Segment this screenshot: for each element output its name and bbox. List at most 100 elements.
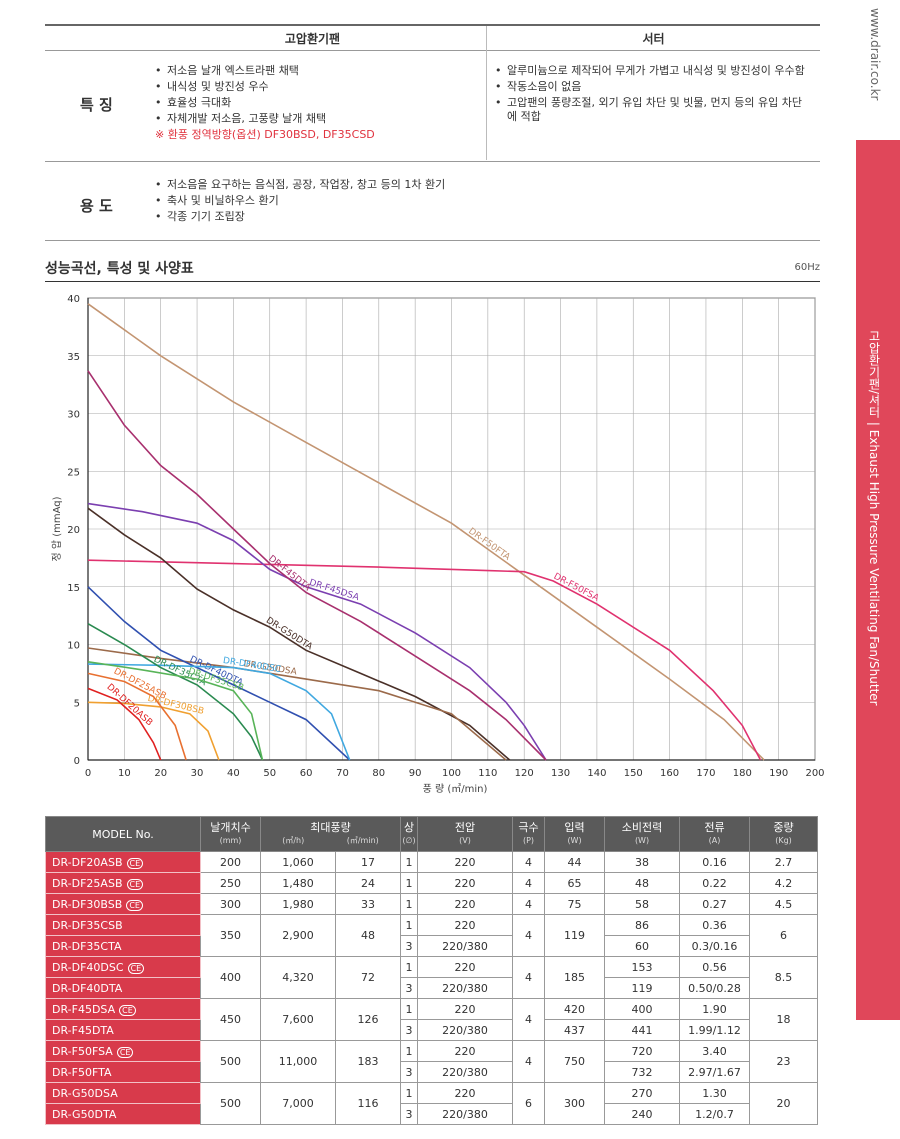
cell: 126 <box>334 998 402 1041</box>
cell: 2.7 <box>749 851 819 873</box>
table-row: DR-DF20ASB CE 200 1,060 17 1 220 4 44 38 0.16 2.7 <box>45 851 819 873</box>
ce-mark: CE <box>116 1046 134 1058</box>
cell: 4 <box>512 956 546 999</box>
cell: 119 <box>604 977 681 999</box>
cell: 1.90 <box>679 998 751 1020</box>
cell: 220/380 <box>417 1061 514 1083</box>
cell: 400 <box>604 998 681 1020</box>
bullet-item: 각종 기기 조립장 <box>155 210 755 224</box>
cell: 0.16 <box>679 851 751 873</box>
model-name: DR-DF30BSB <box>52 897 123 911</box>
chart: 풍 량 (㎥/min) 정 압 (mmAq) 0 10 20 30 40 50 60 70 80… <box>50 294 825 795</box>
cell: 116 <box>334 1082 402 1125</box>
cell: 350 <box>200 914 261 957</box>
cell: 17 <box>334 851 402 873</box>
model-cell: DR-G50DTA <box>45 1103 201 1125</box>
cell: 20 <box>749 1082 819 1125</box>
header-cell: 전압 (V) <box>417 816 514 852</box>
cell: 65 <box>544 872 606 894</box>
x-tick-label: 130 <box>551 768 570 779</box>
table-row: DR-F50FSA CE 500 11,000 183 1 220 4 750 720 3.40 23 <box>45 1040 819 1083</box>
cell: 4 <box>512 893 546 915</box>
cell: 1 <box>400 872 419 894</box>
cell: 58 <box>604 893 681 915</box>
cell: 220/380 <box>417 1103 514 1125</box>
cell: 185 <box>544 956 606 999</box>
note: ※ 환풍 정역방향(옵션) DF30BSD, DF35CSD <box>155 128 375 141</box>
header-unit: (Kg) <box>775 836 792 845</box>
model-cell: DR-F45DSA CE <box>45 998 201 1020</box>
cell: 11,000 <box>260 1040 336 1083</box>
header-cell: 소비전력 (W) <box>604 816 681 852</box>
y-tick-label: 10 <box>67 641 80 652</box>
cell: 3.40 <box>679 1040 751 1062</box>
header-label: 상 <box>403 821 415 834</box>
cell: 48 <box>334 914 402 957</box>
cell: 3 <box>400 977 419 999</box>
model-name: DR-DF40DSC <box>52 960 124 974</box>
cell: 220 <box>417 1040 514 1062</box>
header-cell: 상 (∅) <box>400 816 419 852</box>
curve <box>87 586 351 761</box>
cell: 153 <box>604 956 681 978</box>
model-cell: DR-F50FTA <box>45 1061 201 1083</box>
cell: 86 <box>604 914 681 936</box>
curve <box>87 507 511 761</box>
cell: 18 <box>749 998 819 1041</box>
model-name: DR-F45DSA <box>52 1002 116 1016</box>
cell: 220/380 <box>417 935 514 957</box>
rule <box>45 24 820 26</box>
cell: 1.2/0.7 <box>679 1103 751 1125</box>
cell: 1 <box>400 1040 419 1062</box>
x-tick-label: 190 <box>769 768 788 779</box>
model-name: DR-DF35CTA <box>52 939 122 953</box>
curve <box>87 502 547 761</box>
header-label: 전류 <box>704 821 725 834</box>
section-title: 성능곡선, 특성 및 사양표 <box>45 261 194 277</box>
model-name: DR-DF25ASB <box>52 876 123 890</box>
curve <box>87 303 765 761</box>
cell: 450 <box>200 998 261 1041</box>
header-label: 극수 <box>518 821 539 834</box>
table-row: DR-DF40DTA 3 220/380 119 0.50/0.28 <box>45 977 818 999</box>
cell: 220 <box>417 1082 514 1104</box>
model-cell: DR-F45DTA <box>45 1019 201 1041</box>
cell: 500 <box>200 1082 261 1125</box>
x-tick-label: 10 <box>118 768 131 779</box>
x-tick-label: 60 <box>300 768 313 779</box>
usage-items: 저소음을 요구하는 음식점, 공장, 작업장, 창고 등의 1차 환기축사 및 … <box>155 178 755 226</box>
cell: 437 <box>544 1019 606 1041</box>
cell: 4 <box>512 872 546 894</box>
row-label: 용 도 <box>80 197 113 215</box>
curve <box>87 672 187 761</box>
header-units: (㎥/h) (㎥/min) <box>261 834 400 847</box>
cell: 1.30 <box>679 1082 751 1104</box>
table-row: DR-DF40DSC CE 400 4,320 72 1 220 4 185 153 0.56 8.5 <box>45 956 819 999</box>
curve <box>87 687 162 761</box>
table-row: DR-G50DSA 500 7,000 116 1 220 6 300 270 1.30 20 <box>45 1082 819 1125</box>
cell: 720 <box>604 1040 681 1062</box>
model-cell: DR-DF35CSB <box>45 914 201 936</box>
cell: 250 <box>200 872 261 894</box>
bullet-item: 저소음 날개 엑스트라팬 채택 <box>155 64 475 78</box>
cell: 3 <box>400 935 419 957</box>
header-label: MODEL No. <box>92 827 154 841</box>
header-cell: MODEL No. <box>45 816 201 852</box>
cell: 1 <box>400 998 419 1020</box>
cell: 0.27 <box>679 893 751 915</box>
header-unit: (㎥/h) <box>282 836 305 845</box>
cell: 0.3/0.16 <box>679 935 751 957</box>
cell: 220 <box>417 872 514 894</box>
cell: 732 <box>604 1061 681 1083</box>
table-row: DR-F50FTA 3 220/380 732 2.97/1.67 <box>45 1061 818 1083</box>
model-name: DR-G50DTA <box>52 1107 117 1121</box>
model-cell: DR-F50FSA CE <box>45 1040 201 1062</box>
cell: 38 <box>604 851 681 873</box>
rule <box>45 161 820 162</box>
model-name: DR-G50DSA <box>52 1086 118 1100</box>
x-tick-label: 150 <box>624 768 643 779</box>
model-cell: DR-G50DSA <box>45 1082 201 1104</box>
cell: 0.22 <box>679 872 751 894</box>
cell: 119 <box>544 914 606 957</box>
cell: 0.56 <box>679 956 751 978</box>
